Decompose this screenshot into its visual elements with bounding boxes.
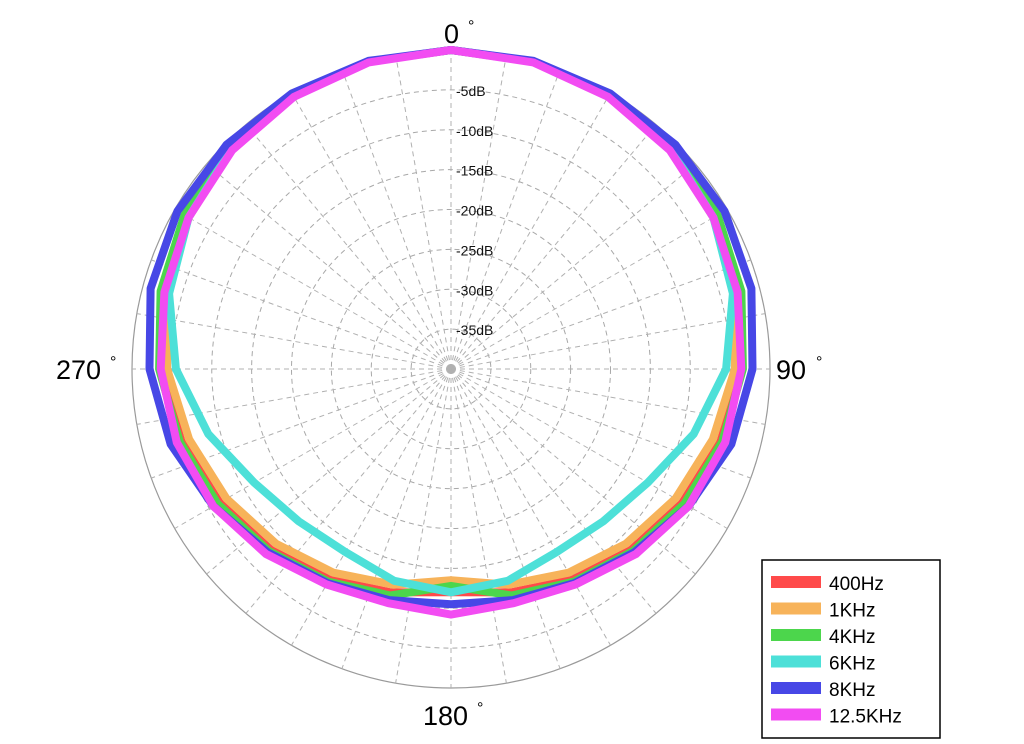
- legend-swatch: [771, 655, 821, 668]
- grid-spoke: [450, 368, 766, 425]
- series-line-8KHz: [145, 46, 757, 609]
- degree-symbol: °: [468, 18, 474, 35]
- series-line-12.5KHz: [156, 46, 746, 619]
- grid-spoke: [291, 368, 452, 646]
- grid-spoke: [136, 313, 452, 370]
- legend-label: 8KHz: [829, 680, 875, 701]
- grid-circle: [211, 129, 691, 609]
- grid-spoke: [450, 92, 611, 370]
- grid-spoke: [450, 163, 696, 370]
- angle-label-270: 270: [56, 355, 101, 385]
- grid-spoke: [450, 368, 611, 646]
- grid-spoke: [450, 368, 561, 669]
- degree-symbol: °: [477, 700, 483, 717]
- legend-label: 400Hz: [829, 574, 884, 595]
- radial-tick-label: -25dB: [456, 242, 493, 258]
- grid-spoke: [450, 69, 561, 370]
- grid-spoke: [450, 259, 751, 370]
- radial-tick-labels: -5dB -10dB -15dB -20dB -25dB -30dB -35dB: [456, 83, 493, 338]
- grid-spoke: [395, 54, 452, 370]
- grid-spoke: [341, 368, 452, 669]
- legend-swatch: [771, 708, 821, 721]
- grid-spoke: [245, 124, 452, 370]
- legend-label: 1KHz: [829, 601, 875, 622]
- legend-swatch: [771, 682, 821, 694]
- legend-box: [761, 559, 941, 739]
- grid-spoke: [450, 124, 657, 370]
- series-lines: [145, 46, 757, 619]
- legend-swatch: [771, 629, 821, 641]
- angle-label-180: 180: [423, 701, 468, 731]
- angle-label-0: 0: [444, 19, 459, 49]
- grid-spoke: [291, 92, 452, 370]
- radial-tick-label: -5dB: [456, 83, 486, 99]
- grid-spoke: [395, 368, 452, 684]
- grid-spoke: [174, 209, 452, 370]
- grid-spoke: [206, 163, 452, 370]
- angle-labels: 0 ° 90 ° 180 ° 270 °: [56, 18, 822, 731]
- grid-spoke: [450, 368, 507, 684]
- grid-spoke: [450, 54, 507, 370]
- grid-spoke: [450, 313, 766, 370]
- legend-label: 12.5KHz: [829, 707, 902, 728]
- legend-label: 6KHz: [829, 654, 875, 675]
- grid-spoke: [450, 368, 657, 614]
- radial-tick-label: -35dB: [456, 322, 493, 338]
- degree-symbol: °: [816, 354, 822, 371]
- angle-label-90: 90: [776, 355, 806, 385]
- radial-tick-label: -20dB: [456, 203, 493, 219]
- legend: 400Hz 1KHz 4KHz 6KHz 8KHz 12.5KHz: [761, 559, 941, 739]
- legend-swatch: [771, 602, 821, 615]
- grid-circle: [291, 209, 611, 529]
- legend-swatch: [771, 576, 821, 588]
- grid-spoke: [136, 368, 452, 425]
- series-line-4KHz: [155, 46, 747, 600]
- grid-spoke: [450, 209, 728, 370]
- legend-label: 4KHz: [829, 627, 875, 648]
- radial-tick-label: -10dB: [456, 123, 493, 139]
- grid-spoke: [245, 368, 452, 614]
- radial-tick-label: -15dB: [456, 163, 493, 179]
- degree-symbol: °: [110, 354, 116, 371]
- radial-tick-label: -30dB: [456, 282, 493, 298]
- grid-spoke: [151, 259, 452, 370]
- grid-circle: [370, 288, 532, 450]
- grid-spoke: [341, 69, 452, 370]
